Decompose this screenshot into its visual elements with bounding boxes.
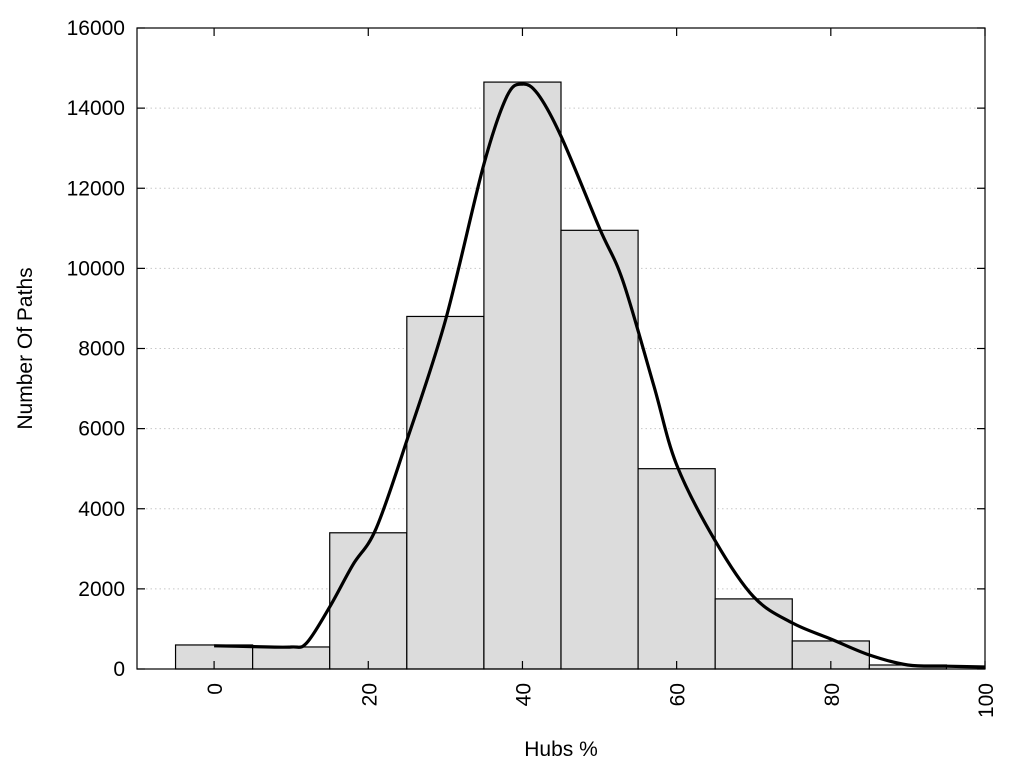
curve-layer <box>214 82 986 669</box>
x-axis-title: Hubs % <box>524 738 598 761</box>
x-tick-label: 20 <box>358 683 381 706</box>
y-tick-label: 8000 <box>78 338 125 361</box>
y-tick-label: 10000 <box>67 257 125 280</box>
y-tick-label: 2000 <box>78 578 125 601</box>
y-tick-label: 12000 <box>67 177 125 200</box>
y-axis: 0 2000 4000 6000 8000 10000 12000 14000 16000 <box>67 17 985 681</box>
bar <box>329 532 408 670</box>
bar <box>406 315 485 670</box>
bar <box>637 468 716 670</box>
x-tick-label: 0 <box>204 683 227 695</box>
x-tick-label: 60 <box>667 683 690 706</box>
y-tick-label: 14000 <box>67 97 125 120</box>
bar <box>714 598 793 670</box>
y-tick-label: 6000 <box>78 418 125 441</box>
y-axis-title: Number Of Paths <box>14 267 37 429</box>
y-tick-label: 16000 <box>67 17 125 40</box>
bar <box>560 229 639 670</box>
bars <box>174 81 948 670</box>
bar <box>252 646 331 670</box>
density-curve <box>214 82 986 669</box>
x-tick-label: 40 <box>512 683 535 706</box>
x-axis: 0 20 40 60 80 100 <box>204 28 998 718</box>
x-tick-label: 100 <box>975 683 998 718</box>
y-tick-label: 0 <box>113 658 125 681</box>
x-tick-label: 80 <box>821 683 844 706</box>
bar <box>483 81 562 670</box>
y-tick-label: 4000 <box>78 498 125 521</box>
